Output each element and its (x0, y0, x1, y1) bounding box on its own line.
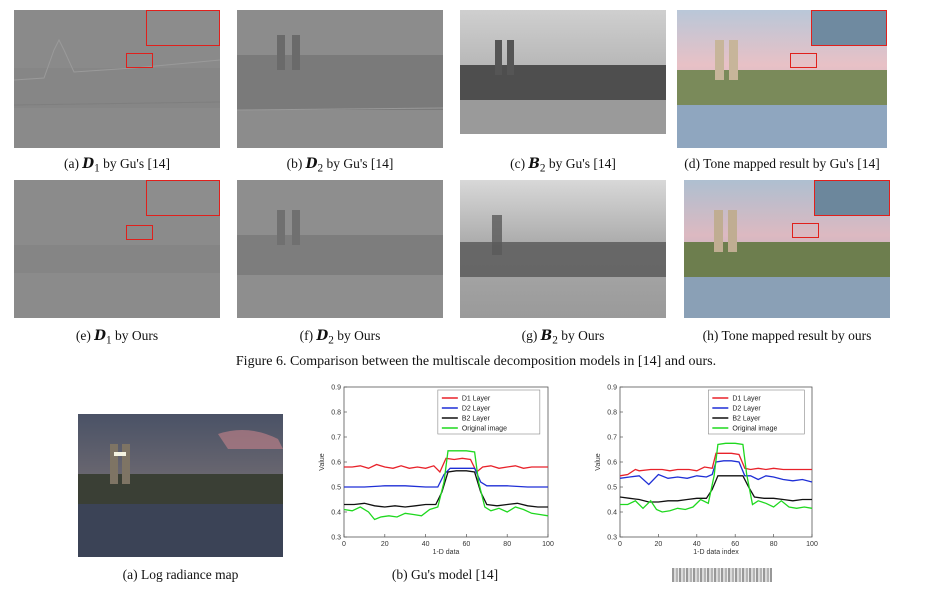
caption-g: (g) B2 by Ours (521, 328, 605, 347)
y-tick-label: 0.5 (607, 485, 617, 492)
caption-d: (d) Tone mapped result by Gu's [14] (684, 156, 880, 171)
x-axis-label: 1-D data (433, 549, 460, 556)
highlight-box (790, 53, 817, 68)
x-tick-label: 60 (731, 541, 739, 548)
caption-h: (h) Tone mapped result by ours (702, 328, 872, 343)
y-tick-label: 0.9 (607, 385, 617, 392)
d2-gus-image (237, 10, 443, 148)
caption-e: (e) D1 by Ours (75, 328, 159, 347)
caption-f: (f) D2 by Ours (299, 328, 381, 347)
zoom-inset (146, 10, 220, 46)
chart-ours: 0 20 40 60 80 100 0.3 0.4 0.5 0.6 0.7 0.8 0.9 1-D dat… (595, 385, 818, 557)
y-tick-label: 0.3 (331, 535, 341, 542)
panel-g-image (460, 180, 666, 318)
d2-ours-image (237, 180, 443, 318)
series-line-d2-layer (619, 460, 813, 486)
series-line-b2-layer (619, 475, 812, 503)
zoom-inset (811, 10, 887, 46)
y-tick-label: 0.3 (607, 535, 617, 542)
panel-h-image (684, 180, 890, 318)
legend-label: Original image (462, 426, 507, 433)
series-line-d1-layer (344, 457, 548, 474)
figure-6-caption: Figure 6. Comparison between the multisc… (235, 354, 717, 369)
b2-ours-image (460, 180, 666, 318)
x-tick-label: 80 (503, 541, 511, 548)
legend-label: B2 Layer (732, 416, 761, 423)
x-tick-label: 0 (618, 541, 622, 548)
log-radiance-image (78, 414, 283, 557)
y-tick-label: 0.4 (607, 510, 617, 517)
x-tick-label: 100 (806, 541, 818, 548)
panel-d-image (677, 10, 887, 148)
x-tick-label: 80 (770, 541, 778, 548)
y-axis-label: Value (595, 453, 602, 470)
series-line-b2-layer (344, 470, 548, 508)
chart-gus-model: 0 20 40 60 80 100 0.3 0.4 0.5 0.6 0.7 0.8 0.9 1-D dat… (319, 385, 554, 557)
series-line-d1-layer (619, 452, 812, 477)
series-line-d2-layer (344, 467, 548, 488)
x-axis-label: 1-D data index (693, 549, 739, 556)
panel-c-image (460, 10, 666, 134)
y-tick-label: 0.6 (607, 460, 617, 467)
legend-label: D1 Layer (462, 396, 491, 403)
legend-label: D2 Layer (462, 406, 491, 413)
x-tick-label: 20 (655, 541, 663, 548)
x-tick-label: 100 (542, 541, 554, 548)
y-tick-label: 0.6 (331, 460, 341, 467)
y-tick-label: 0.8 (331, 410, 341, 417)
legend-label: B2 Layer (462, 416, 491, 423)
x-tick-label: 20 (381, 541, 389, 548)
legend-label: D2 Layer (732, 406, 761, 413)
y-tick-label: 0.8 (607, 410, 617, 417)
obscured-caption (672, 568, 772, 582)
zoom-inset (146, 180, 220, 216)
panel-a-image (14, 10, 220, 148)
highlight-box (126, 225, 153, 240)
x-tick-label: 40 (422, 541, 430, 548)
caption-a: (a) D1 by Gu's [14] (63, 156, 170, 175)
highlight-box (126, 53, 153, 68)
x-tick-label: 60 (463, 541, 471, 548)
x-tick-label: 0 (342, 541, 346, 548)
zoom-inset (814, 180, 890, 216)
legend-label: Original image (732, 426, 777, 433)
series-line-original-image (343, 450, 549, 521)
y-tick-label: 0.9 (331, 385, 341, 392)
y-tick-label: 0.4 (331, 510, 341, 517)
highlight-box (792, 223, 819, 238)
y-tick-label: 0.7 (331, 435, 341, 442)
caption-log-radiance: (a) Log radiance map (122, 567, 239, 582)
panel-e-image (14, 180, 220, 318)
y-tick-label: 0.5 (331, 485, 341, 492)
d1-ours-image (14, 180, 220, 318)
y-tick-label: 0.7 (607, 435, 617, 442)
panel-f-image (237, 180, 443, 318)
panel-b-image (237, 10, 443, 148)
x-tick-label: 40 (693, 541, 701, 548)
log-radiance-picture (78, 414, 283, 557)
caption-c: (c) B2 by Gu's [14] (510, 156, 616, 175)
caption-gus-model: (b) Gu's model [14] (391, 567, 499, 582)
b2-gus-image (460, 10, 666, 134)
caption-b: (b) D2 by Gu's [14] (286, 156, 394, 175)
y-axis-label: Value (319, 453, 326, 470)
series-line-original-image (620, 442, 813, 513)
legend-label: D1 Layer (732, 396, 761, 403)
